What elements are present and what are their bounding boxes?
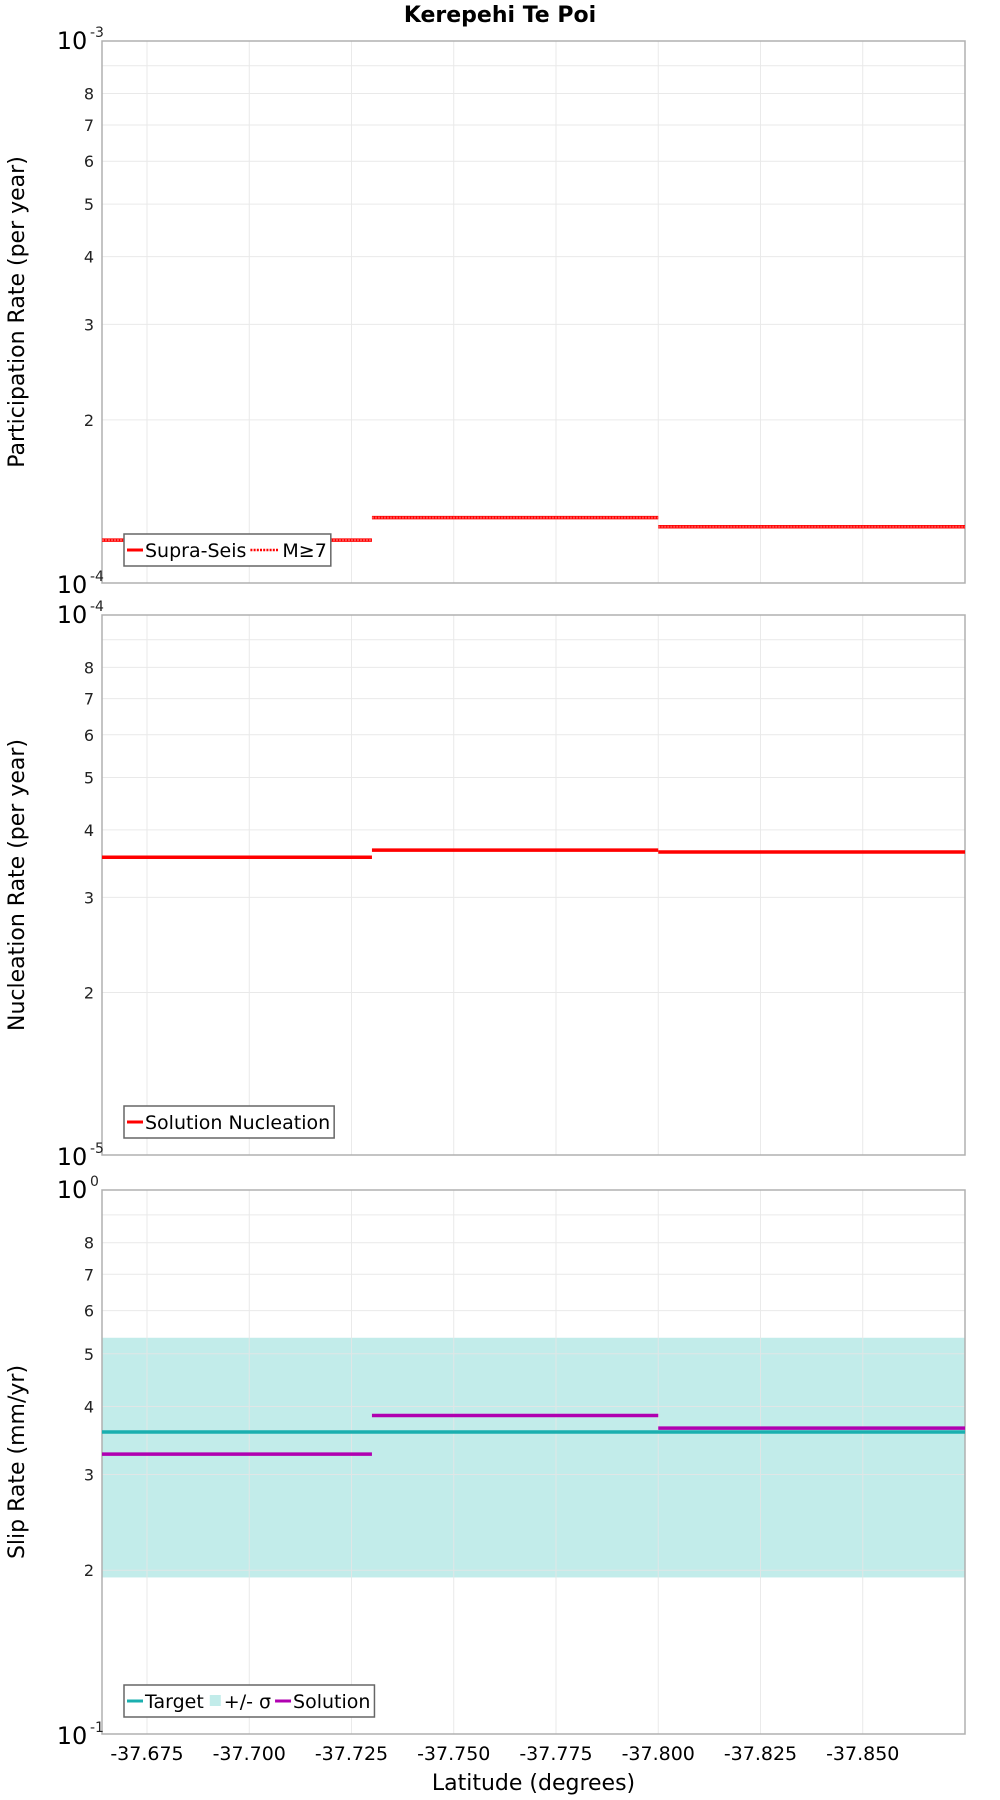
y-major-top-exp: 0: [90, 1174, 99, 1190]
y-tick-label: 7: [84, 116, 94, 135]
x-tick-label: -37.825: [724, 1743, 797, 1765]
y-axis-label: Nucleation Rate (per year): [5, 739, 30, 1031]
y-major-bottom: 10: [57, 1722, 88, 1750]
y-tick-label: 5: [84, 769, 94, 788]
legend: Target +/- σ Solution: [123, 1684, 376, 1718]
y-tick-label: 6: [84, 1302, 94, 1321]
x-axis-label: Latitude (degrees): [432, 1771, 635, 1796]
y-major-top-exp: -3: [90, 25, 104, 41]
y-major-top-exp: -4: [90, 599, 104, 615]
y-major-bottom: 10: [57, 571, 88, 599]
legend: Supra-Seis M≥7: [123, 533, 332, 567]
gridlines: [102, 615, 965, 1155]
x-tick-label: -37.675: [110, 1743, 183, 1765]
plot-frame: [101, 614, 966, 1156]
y-tick-label: 8: [84, 85, 94, 104]
y-major-bottom-exp: -5: [90, 1141, 104, 1157]
y-axis-label: Slip Rate (mm/yr): [5, 1365, 30, 1559]
plot-frame: [101, 40, 966, 584]
x-tick-label: -37.725: [315, 1743, 388, 1765]
legend-label: Solution Nucleation: [145, 1112, 330, 1134]
x-tick-label: -37.750: [417, 1743, 490, 1765]
y-tick-label: 8: [84, 1234, 94, 1253]
y-tick-label: 3: [84, 888, 94, 907]
chart-title: Kerepehi Te Poi: [404, 3, 596, 28]
y-major-bottom-exp: -4: [90, 569, 104, 585]
plot-frame: [101, 1189, 966, 1735]
y-tick-label: 6: [84, 152, 94, 171]
y-tick-label: 7: [84, 690, 94, 709]
legend-label: +/- σ: [224, 1691, 271, 1713]
y-tick-label: 4: [84, 248, 94, 267]
y-tick-label: 5: [84, 1345, 94, 1364]
y-major-bottom-exp: -1: [90, 1720, 104, 1736]
y-tick-label: 7: [84, 1265, 94, 1284]
x-tick-label: -37.850: [826, 1743, 899, 1765]
legend-label: M≥7: [282, 540, 326, 562]
y-tick-label: 3: [84, 1465, 94, 1484]
y-major-bottom: 10: [57, 1143, 88, 1171]
sigma-band: [102, 1337, 965, 1578]
y-tick-label: 4: [84, 1397, 94, 1416]
y-major-top: 10: [57, 601, 88, 629]
legend-label: Target: [144, 1691, 204, 1713]
legend-swatch: [209, 1695, 221, 1706]
legend-label: Solution: [293, 1691, 370, 1713]
gridlines: [102, 1190, 965, 1734]
x-tick-label: -37.800: [622, 1743, 695, 1765]
gridlines: [102, 41, 965, 583]
y-tick-label: 8: [84, 658, 94, 677]
y-axis-label: Participation Rate (per year): [5, 156, 30, 468]
y-tick-label: 6: [84, 726, 94, 745]
y-tick-label: 5: [84, 195, 94, 214]
y-tick-label: 2: [84, 983, 94, 1002]
legend: Solution Nucleation: [123, 1105, 335, 1139]
y-major-top: 10: [57, 1176, 88, 1204]
y-tick-label: 3: [84, 315, 94, 334]
y-major-top: 10: [57, 27, 88, 55]
x-tick-label: -37.700: [213, 1743, 286, 1765]
legend-label: Supra-Seis: [145, 540, 246, 562]
x-tick-label: -37.775: [519, 1743, 592, 1765]
y-tick-label: 4: [84, 821, 94, 840]
y-tick-label: 2: [84, 1561, 94, 1580]
y-tick-label: 2: [84, 411, 94, 430]
